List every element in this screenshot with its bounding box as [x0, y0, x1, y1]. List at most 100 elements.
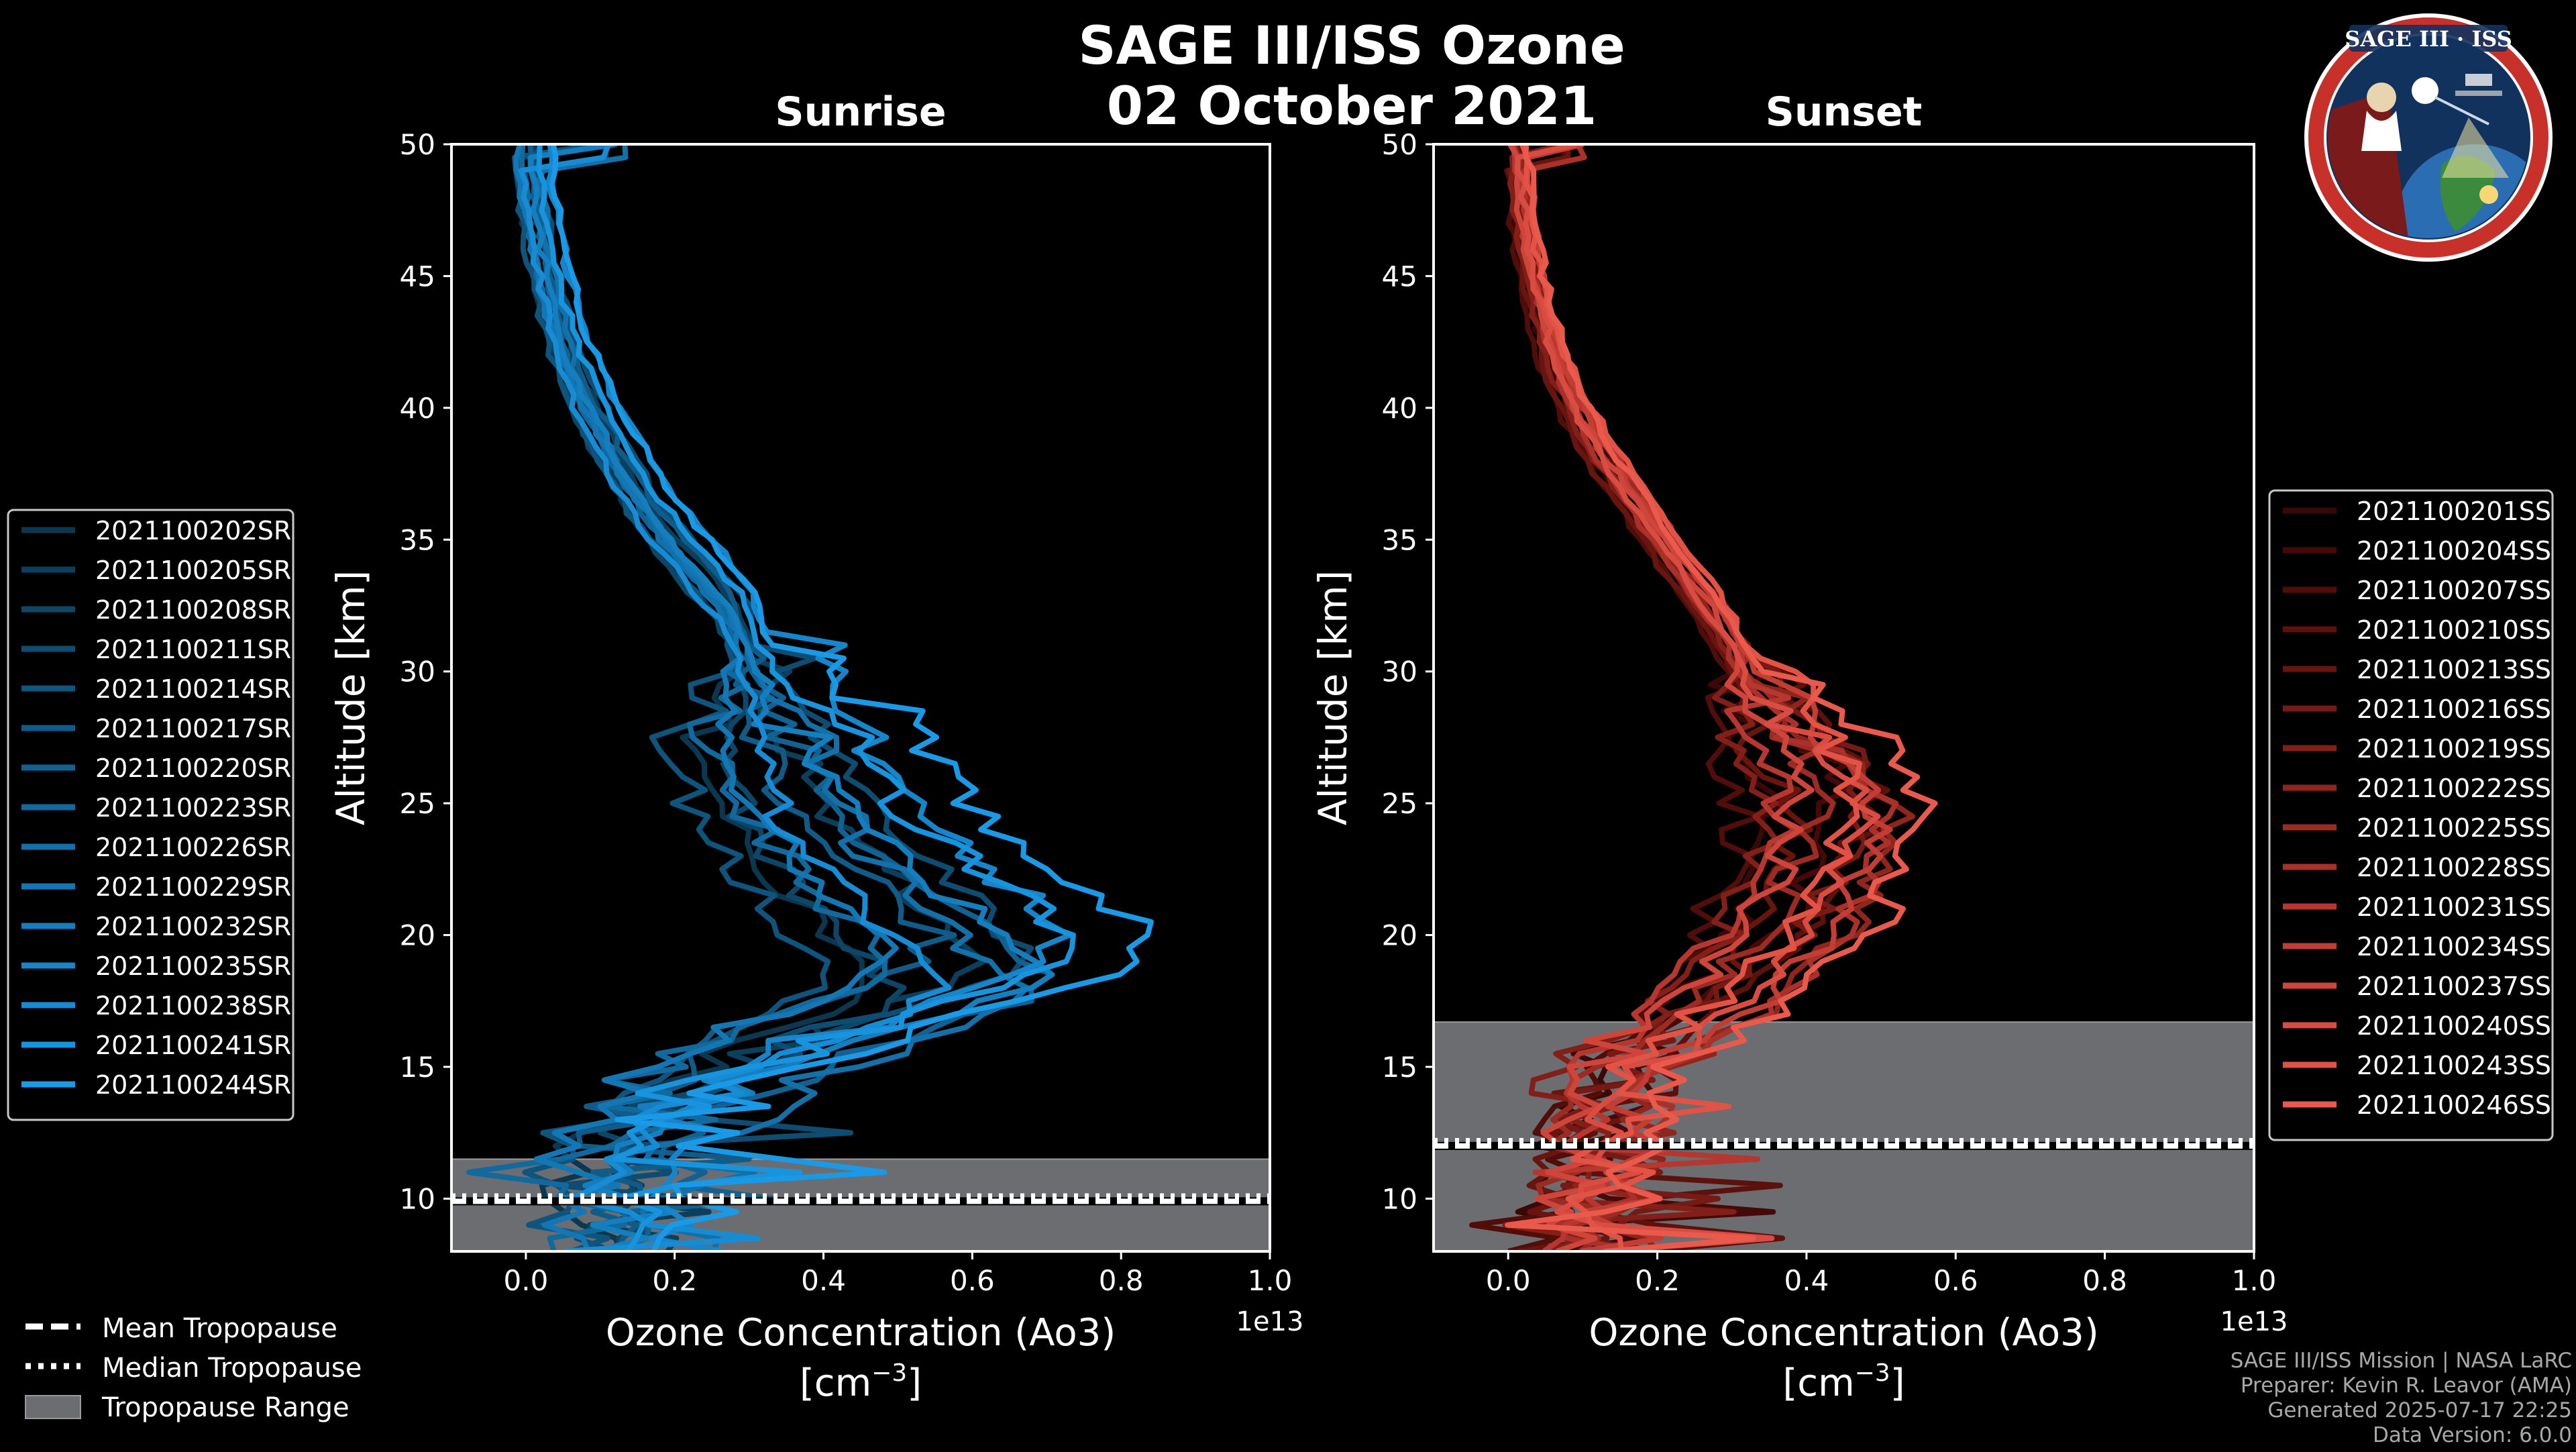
legend-label-2021100243SS: 2021100243SS	[2357, 1051, 2551, 1080]
x-tick-label: 1.0	[1248, 1264, 1293, 1297]
series-lines	[1469, 144, 1938, 1251]
legend-label-2021100222SS: 2021100222SS	[2357, 774, 2551, 803]
x-tick-label: 0.8	[2082, 1264, 2127, 1297]
y-tick-label: 25	[1382, 787, 1417, 820]
badge-title: SAGE III · ISS	[2345, 26, 2512, 52]
sage-iii-iss-mission-badge: SAGE III · ISS	[2304, 13, 2553, 262]
tropopause-range-label: Tropopause Range	[101, 1392, 350, 1423]
x-tick-label: 0.0	[504, 1264, 549, 1297]
x-axis-label: Ozone Concentration (Ao3)	[606, 1311, 1116, 1355]
legend-label-2021100217SR: 2021100217SR	[95, 714, 291, 743]
credit-generated: Generated 2025-07-17 22:25	[2267, 1398, 2572, 1422]
series-line-2021100241SR	[536, 144, 1076, 1251]
series-line-2021100207SS	[1469, 144, 1763, 1251]
legend-label-2021100207SS: 2021100207SS	[2357, 576, 2551, 605]
legend-label-2021100237SS: 2021100237SS	[2357, 972, 2551, 1001]
axes-frame	[450, 143, 1271, 1253]
y-tick-label: 15	[1382, 1051, 1417, 1084]
series-line-2021100232SR	[528, 144, 1055, 1251]
x-tick-label: 0.2	[1635, 1264, 1680, 1297]
median-tropopause-label: Median Tropopause	[102, 1353, 362, 1384]
legend-label-2021100228SS: 2021100228SS	[2357, 853, 2551, 882]
sunset-legend: 2021100201SS 2021100204SS 2021100207SS 2021…	[2268, 489, 2554, 1141]
x-tick-label: 0.0	[1486, 1264, 1531, 1297]
y-tick-label: 25	[400, 787, 435, 820]
credit-mission: SAGE III/ISS Mission | NASA LaRC	[2231, 1349, 2572, 1373]
sunset-panel: 0.0 0.2 0.4 0.6 0.8 1.0 10 15 20 25 30 35 40 45 50 1e13…	[1310, 89, 2288, 1405]
series-line-2021100240SS	[1514, 144, 1881, 1251]
x-tick-label: 0.6	[1933, 1264, 1978, 1297]
y-tick-label: 30	[1382, 656, 1417, 688]
x-tick-label: 0.2	[652, 1264, 697, 1297]
legend-label-2021100223SR: 2021100223SR	[95, 793, 291, 823]
y-tick-label: 10	[1382, 1182, 1417, 1215]
panel-title: Sunset	[1766, 89, 1923, 136]
legend-label-2021100226SR: 2021100226SR	[95, 833, 291, 862]
tropopause-legend: Mean Tropopause Median Tropopause Tropop…	[25, 1313, 362, 1423]
legend-label-2021100213SS: 2021100213SS	[2357, 655, 2551, 684]
legend-label-2021100225SS: 2021100225SS	[2357, 813, 2551, 843]
y-tick-label: 45	[1382, 260, 1417, 293]
credit-data-version: Data Version: 6.0.0	[2373, 1423, 2572, 1447]
series-line-2021100229SR	[513, 144, 899, 1251]
legend-label-2021100244SR: 2021100244SR	[95, 1070, 291, 1100]
series-line-2021100237SS	[1507, 144, 1815, 1251]
x-tick-label: 1.0	[2232, 1264, 2277, 1297]
figure-title: SAGE III/ISS Ozone	[1078, 16, 1625, 76]
y-tick-label: 35	[400, 523, 435, 556]
legend-box	[7, 509, 294, 1121]
y-tick-label: 20	[1382, 919, 1417, 952]
legend-label-2021100204SS: 2021100204SS	[2357, 536, 2551, 566]
legend-label-2021100201SS: 2021100201SS	[2357, 497, 2551, 526]
legend-label-2021100211SR: 2021100211SR	[95, 635, 291, 664]
mean-tropopause-label: Mean Tropopause	[102, 1313, 337, 1344]
series-line-2021100246SS	[1505, 144, 1938, 1251]
legend-label-2021100246SS: 2021100246SS	[2357, 1090, 2551, 1120]
legend-label-2021100205SR: 2021100205SR	[95, 556, 291, 585]
sunrise-panel: 0.0 0.2 0.4 0.6 0.8 1.0 10 15 20 25 30 35 40 45 50 1e13…	[328, 89, 1303, 1405]
x-axis-units: [cm−3]	[800, 1359, 922, 1405]
x-axis-units: [cm−3]	[1782, 1359, 1904, 1405]
figure-date: 02 October 2021	[1107, 76, 1597, 137]
x-offset-text: 1e13	[2220, 1306, 2288, 1337]
y-tick-label: 50	[400, 128, 435, 161]
legend-label-2021100202SR: 2021100202SR	[95, 516, 291, 546]
legend-label-2021100216SS: 2021100216SS	[2357, 694, 2551, 724]
y-tick-label: 50	[1382, 128, 1417, 161]
y-tick-label: 20	[400, 919, 435, 952]
series-lines	[466, 144, 1154, 1251]
legend-label-2021100231SS: 2021100231SS	[2357, 892, 2551, 922]
y-tick-label: 35	[1382, 523, 1417, 556]
credits: SAGE III/ISS Mission | NASA LaRC Prepare…	[2231, 1349, 2572, 1447]
series-line-2021100220SR	[527, 144, 1055, 1251]
credit-preparer: Preparer: Kevin R. Leavor (AMA)	[2241, 1373, 2572, 1398]
x-axis-label: Ozone Concentration (Ao3)	[1589, 1311, 2098, 1355]
tropopause-range-swatch	[25, 1395, 81, 1419]
y-axis-label: Altitude [km]	[1310, 570, 1356, 825]
legend-label-2021100240SS: 2021100240SS	[2357, 1011, 2551, 1041]
legend-label-2021100234SS: 2021100234SS	[2357, 932, 2551, 962]
legend-label-2021100235SR: 2021100235SR	[95, 951, 291, 981]
legend-label-2021100241SR: 2021100241SR	[95, 1031, 291, 1060]
legend-label-2021100214SR: 2021100214SR	[95, 674, 291, 704]
series-line-2021100244SR	[549, 144, 1154, 1251]
legend-label-2021100232SR: 2021100232SR	[95, 912, 291, 941]
legend-label-2021100220SR: 2021100220SR	[95, 754, 291, 783]
y-tick-label: 40	[1382, 392, 1417, 425]
x-tick-label: 0.8	[1099, 1264, 1144, 1297]
x-tick-label: 0.4	[1784, 1264, 1829, 1297]
legend-label-2021100238SR: 2021100238SR	[95, 991, 291, 1021]
legend-label-2021100219SS: 2021100219SS	[2357, 734, 2551, 764]
y-tick-label: 40	[400, 392, 435, 425]
y-tick-label: 45	[400, 260, 435, 293]
series-line-2021100226SR	[535, 144, 1030, 1251]
y-axis-label: Altitude [km]	[328, 570, 374, 825]
axes-frame	[1432, 143, 2255, 1253]
x-offset-text: 1e13	[1236, 1306, 1304, 1337]
legend-label-2021100208SR: 2021100208SR	[95, 595, 291, 625]
sunrise-legend: 2021100202SR 2021100205SR 2021100208SR 2021…	[7, 509, 294, 1121]
y-tick-label: 10	[400, 1182, 435, 1215]
legend-label-2021100229SR: 2021100229SR	[95, 872, 291, 902]
